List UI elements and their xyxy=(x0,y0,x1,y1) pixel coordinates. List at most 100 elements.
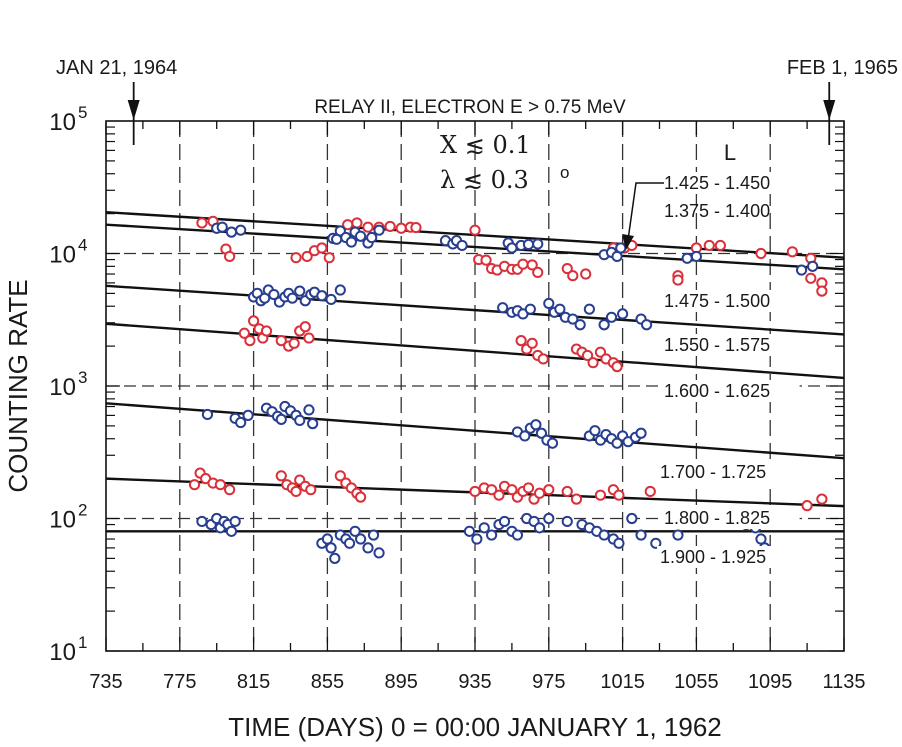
y-axis-label: COUNTING RATE xyxy=(3,279,33,492)
fit-line xyxy=(105,322,845,380)
data-point xyxy=(362,221,374,233)
minor-ticks xyxy=(105,121,845,652)
data-point xyxy=(334,470,346,482)
data-point xyxy=(519,430,531,442)
data-point xyxy=(395,222,407,234)
data-point xyxy=(235,416,247,429)
label-pointer-arrow xyxy=(622,234,634,250)
data-point xyxy=(613,489,625,501)
data-point xyxy=(533,487,546,499)
data-point xyxy=(196,515,208,528)
x-tick-label: 975 xyxy=(532,671,565,693)
x-tick-label: 775 xyxy=(163,671,196,693)
data-point xyxy=(581,349,594,362)
data-point xyxy=(410,221,422,234)
data-point xyxy=(615,242,627,254)
data-point xyxy=(598,319,610,331)
data-point xyxy=(493,489,505,501)
data-point xyxy=(214,479,226,491)
data-point xyxy=(305,484,317,496)
series-label-bg xyxy=(661,380,800,402)
conditions-box: X ≲ 0.1 λ ≲ 0.3 o xyxy=(440,131,569,194)
series-label: 1.800 - 1.825 xyxy=(664,508,770,528)
data-point xyxy=(343,537,356,549)
data-point xyxy=(611,437,623,449)
data-point xyxy=(303,404,315,416)
date-marker-arrow xyxy=(823,100,836,120)
data-point xyxy=(301,250,313,263)
data-point xyxy=(594,489,607,501)
data-point xyxy=(714,239,726,252)
data-point xyxy=(532,238,544,250)
x-tick-label: 855 xyxy=(311,671,344,693)
data-point xyxy=(517,258,529,270)
data-point xyxy=(325,542,337,554)
series-label-bg xyxy=(661,290,800,312)
data-point xyxy=(275,413,287,425)
data-point xyxy=(561,262,573,275)
data-point xyxy=(294,414,306,427)
x-tick-label: 895 xyxy=(385,671,418,693)
data-point xyxy=(334,284,346,296)
data-point xyxy=(373,224,385,236)
data-point xyxy=(524,303,536,315)
date-marker-arrow xyxy=(127,100,140,120)
data-point xyxy=(755,247,767,260)
data-point xyxy=(497,302,509,314)
data-point xyxy=(307,418,319,430)
series-label: 1.375 - 1.400 xyxy=(664,201,770,221)
data-point xyxy=(613,537,625,549)
data-point xyxy=(316,242,328,254)
data-point xyxy=(329,552,341,564)
data-point xyxy=(703,239,715,252)
y-tick-exponent: 5 xyxy=(78,103,87,122)
data-point xyxy=(345,236,357,248)
data-point xyxy=(196,217,208,229)
fit-line xyxy=(105,402,845,460)
data-point xyxy=(570,493,583,505)
data-point xyxy=(574,319,586,331)
data-point xyxy=(640,319,653,331)
series-label-bg xyxy=(657,461,796,483)
x-tick-label: 735 xyxy=(89,671,122,693)
y-tick-label: 10 xyxy=(49,242,76,269)
data-point xyxy=(290,485,302,498)
series-label: 1.550 - 1.575 xyxy=(664,335,770,355)
data-point xyxy=(795,264,808,276)
series-label: 1.900 - 1.925 xyxy=(660,547,766,567)
y-tick-label: 10 xyxy=(49,639,76,666)
data-point xyxy=(244,335,256,347)
data-point xyxy=(583,303,595,315)
data-point xyxy=(755,533,767,545)
data-point xyxy=(506,242,518,254)
data-point xyxy=(286,292,298,304)
data-point xyxy=(355,230,367,242)
data-point xyxy=(807,260,819,272)
data-point xyxy=(224,250,236,263)
data-point xyxy=(801,500,813,512)
fit-line xyxy=(105,284,845,336)
data-point xyxy=(543,484,555,496)
data-point xyxy=(486,529,498,541)
data-point xyxy=(515,335,527,347)
x-tick-label: 815 xyxy=(237,671,270,693)
data-point xyxy=(478,522,490,534)
data-point xyxy=(325,293,337,306)
data-point xyxy=(355,491,367,503)
data-point xyxy=(235,224,247,236)
data-point xyxy=(321,533,333,545)
data-point xyxy=(225,226,238,238)
data-point xyxy=(589,425,601,437)
data-point xyxy=(188,479,201,491)
data-point xyxy=(362,542,374,554)
data-point xyxy=(506,484,518,496)
data-point xyxy=(816,285,828,297)
data-point xyxy=(580,268,592,280)
data-point xyxy=(498,515,511,528)
data-point xyxy=(288,337,300,349)
data-point xyxy=(672,529,684,541)
data-point xyxy=(480,254,492,266)
data-point xyxy=(611,361,623,373)
date-marker-label: JAN 21, 1964 xyxy=(56,57,177,79)
